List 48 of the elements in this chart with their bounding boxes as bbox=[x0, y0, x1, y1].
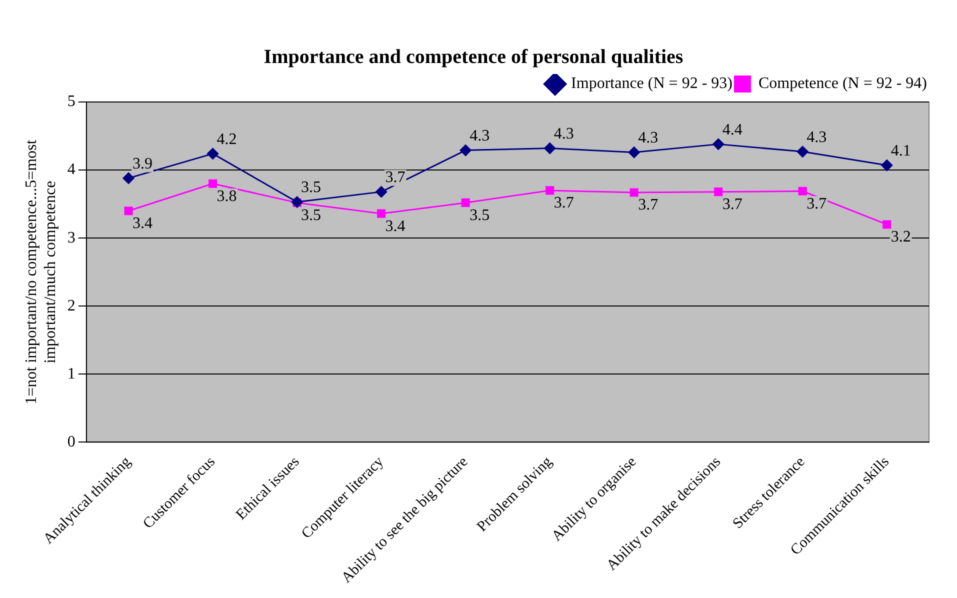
point bbox=[630, 188, 638, 197]
data-label: 4.2 bbox=[216, 130, 237, 148]
point bbox=[798, 186, 807, 196]
data-label: 3.7 bbox=[554, 194, 574, 212]
y-tick-label: 0 bbox=[67, 433, 76, 450]
point bbox=[714, 188, 723, 196]
data-label: 3.5 bbox=[301, 179, 322, 196]
chart-title: Importance and competence of personal qualities bbox=[264, 46, 684, 68]
point bbox=[796, 146, 808, 158]
data-label: 3.9 bbox=[132, 155, 153, 172]
data-label: 3.5 bbox=[470, 206, 490, 224]
y-tick-label: 4 bbox=[67, 161, 76, 178]
point bbox=[124, 206, 133, 216]
point bbox=[461, 198, 470, 207]
data-label: 4.3 bbox=[470, 128, 490, 145]
point bbox=[882, 220, 892, 229]
point bbox=[546, 186, 554, 195]
point bbox=[377, 209, 386, 218]
y-tick-label: 3 bbox=[67, 229, 76, 246]
data-label: 4.3 bbox=[806, 128, 827, 146]
point bbox=[376, 186, 388, 198]
point bbox=[207, 148, 219, 160]
data-label: 4.1 bbox=[890, 142, 911, 160]
data-label: 3.8 bbox=[216, 188, 237, 205]
y-tick-label: 2 bbox=[67, 297, 76, 314]
data-label: 4.3 bbox=[638, 130, 658, 147]
data-label: 4.4 bbox=[722, 121, 742, 138]
point bbox=[208, 179, 218, 188]
point bbox=[712, 138, 724, 150]
data-label: 3.7 bbox=[722, 196, 742, 214]
point bbox=[628, 146, 640, 158]
data-label: 3.4 bbox=[385, 218, 406, 235]
data-label: 3.7 bbox=[385, 169, 406, 186]
legend-label: Importance (N = 92 - 93) bbox=[571, 75, 732, 92]
point bbox=[544, 142, 556, 154]
data-label: 3.7 bbox=[638, 196, 658, 214]
data-label: 4.3 bbox=[554, 125, 574, 142]
data-label: 3.5 bbox=[301, 206, 322, 224]
data-label: 3.2 bbox=[890, 228, 911, 246]
point bbox=[122, 172, 134, 184]
y-tick-label: 1 bbox=[67, 365, 76, 382]
legend-label: Competence (N = 92 - 94) bbox=[758, 75, 927, 92]
data-label: 3.7 bbox=[806, 195, 827, 212]
point bbox=[460, 144, 472, 156]
y-axis-title: 1=not important/no competence...5=most important/much competence bbox=[22, 139, 60, 404]
data-label: 3.4 bbox=[132, 215, 153, 232]
point bbox=[881, 160, 893, 172]
y-tick-label: 5 bbox=[67, 93, 76, 110]
